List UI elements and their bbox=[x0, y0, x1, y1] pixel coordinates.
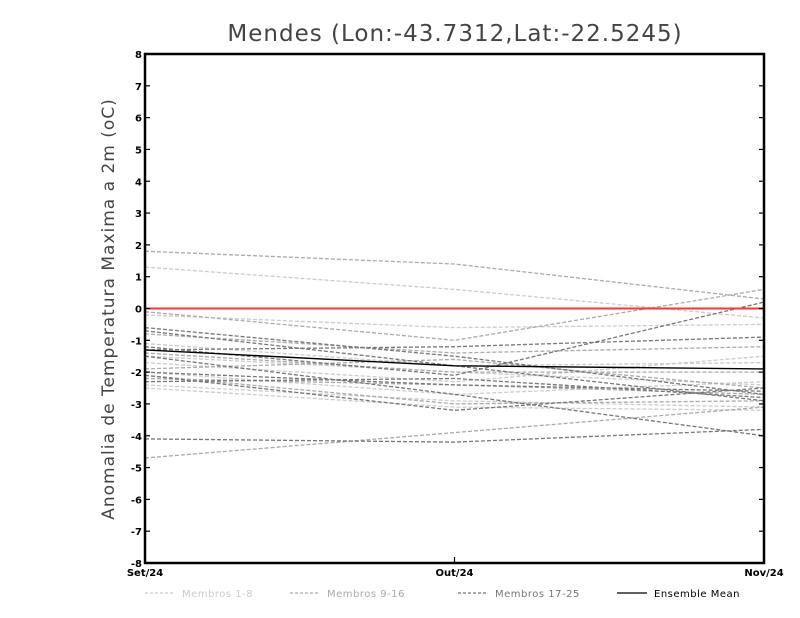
series-layer bbox=[144, 250, 765, 459]
x-tick-label: Out/24 bbox=[436, 568, 474, 579]
member-line-11 bbox=[144, 352, 764, 373]
member-line-18 bbox=[144, 336, 765, 351]
y-tick-label: -5 bbox=[131, 464, 142, 475]
y-tick-label: -6 bbox=[131, 495, 142, 506]
y-tick-label: -2 bbox=[131, 368, 142, 379]
y-tick-label: 6 bbox=[135, 114, 142, 125]
member-line-4 bbox=[144, 384, 765, 408]
member-line-10 bbox=[144, 288, 765, 341]
y-tick-label: 3 bbox=[135, 209, 142, 220]
y-tick-label: -1 bbox=[131, 336, 142, 347]
y-tick-label: 4 bbox=[135, 177, 142, 188]
member-line-16 bbox=[144, 428, 765, 443]
y-tick-label: -8 bbox=[131, 559, 142, 570]
legend-label: Membros 9-16 bbox=[327, 589, 405, 600]
member-line-19 bbox=[144, 371, 765, 392]
legend: Membros 1-8 Membros 9-16 Membros 17-25 Ense… bbox=[145, 589, 740, 600]
member-line-20 bbox=[144, 374, 765, 411]
y-tick-label: 5 bbox=[135, 145, 142, 156]
legend-label: Ensemble Mean bbox=[654, 589, 740, 600]
y-tick-label: -3 bbox=[131, 400, 142, 411]
member-line-3 bbox=[144, 371, 765, 396]
member-line-23 bbox=[144, 301, 765, 376]
member-line-15 bbox=[144, 374, 765, 405]
y-tick-label: -7 bbox=[131, 527, 142, 538]
member-line-0 bbox=[144, 266, 765, 319]
chart-title: Mendes (Lon:-43.7312,Lat:-22.5245) bbox=[227, 21, 682, 47]
y-tick-label: 2 bbox=[135, 241, 142, 252]
member-line-24 bbox=[144, 377, 765, 399]
member-line-13 bbox=[144, 333, 765, 354]
y-axis-label: Anomalia de Temperatura Maxima a 2m (oC) bbox=[99, 98, 119, 520]
legend-label: Membros 17-25 bbox=[495, 589, 580, 600]
member-line-9 bbox=[144, 406, 765, 459]
legend-label: Membros 1-8 bbox=[182, 589, 253, 600]
member-line-1 bbox=[144, 314, 765, 329]
member-line-14 bbox=[144, 358, 765, 389]
x-tick-label: Nov/24 bbox=[744, 568, 783, 579]
x-ticks: Set/24 Out/24 Nov/24 bbox=[127, 557, 784, 579]
x-tick-label: Set/24 bbox=[127, 568, 163, 579]
y-tick-label: 8 bbox=[135, 50, 142, 61]
y-tick-label: -4 bbox=[131, 432, 142, 443]
member-line-6 bbox=[144, 387, 765, 411]
y-tick-label: 7 bbox=[135, 82, 142, 93]
member-line-22 bbox=[144, 355, 765, 437]
y-tick-label: 0 bbox=[135, 305, 142, 316]
member-line-5 bbox=[144, 342, 765, 367]
member-line-21 bbox=[144, 326, 765, 396]
member-line-7 bbox=[144, 355, 765, 386]
ensemble-mean-line-25 bbox=[144, 349, 765, 370]
member-line-8 bbox=[144, 250, 765, 300]
y-tick-label: 1 bbox=[135, 273, 142, 284]
y-ticks: -8 -7 -6 -5 -4 -3 -2 -1 0 1 2 3 4 5 6 7 8 bbox=[131, 50, 764, 570]
